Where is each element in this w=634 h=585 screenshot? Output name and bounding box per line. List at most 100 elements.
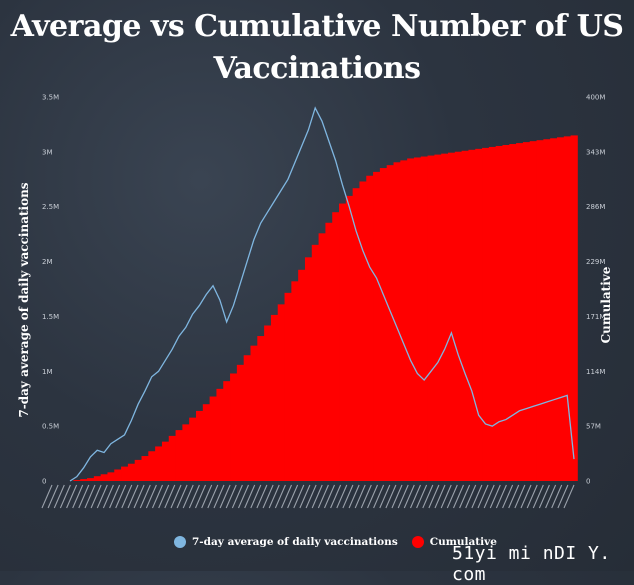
cumulative-bar: [121, 466, 129, 481]
x-tick-mark: [330, 484, 342, 509]
x-tick-mark: [158, 484, 170, 509]
cumulative-bar: [311, 244, 319, 481]
x-tick-mark: [139, 484, 151, 509]
x-tick-mark: [109, 484, 121, 509]
x-tick-mark: [188, 484, 200, 509]
cumulative-bar: [202, 404, 211, 481]
cumulative-bar: [161, 441, 170, 481]
x-tick-mark: [428, 484, 440, 509]
left-tick-label: 0.5M: [42, 423, 59, 431]
left-tick-label: 3.5M: [42, 94, 59, 102]
x-tick-mark: [440, 484, 452, 509]
x-tick-mark: [256, 484, 268, 509]
cumulative-bar: [516, 143, 524, 481]
left-tick-label: 2M: [42, 258, 53, 266]
cumulative-bar: [291, 281, 299, 481]
right-tick-label: 343M: [586, 148, 605, 156]
cumulative-bars: [73, 135, 578, 482]
cumulative-bar: [495, 145, 503, 481]
legend-label-average: 7-day average of daily vaccinations: [192, 536, 398, 548]
x-tick-mark: [452, 484, 465, 509]
x-tick-mark: [465, 484, 477, 509]
x-tick-mark: [391, 484, 403, 509]
cumulative-bar: [223, 381, 231, 481]
x-tick-mark: [385, 484, 397, 509]
x-tick-mark: [53, 484, 65, 509]
cumulative-bar: [488, 146, 497, 482]
cumulative-bar: [563, 136, 571, 482]
cumulative-bar: [427, 155, 435, 481]
left-tick-label: 0: [42, 478, 46, 486]
cumulative-bar: [454, 151, 463, 481]
cumulative-bar: [189, 417, 197, 481]
x-tick-mark: [551, 484, 563, 509]
cumulative-bar: [127, 463, 136, 481]
cumulative-bar: [448, 152, 456, 481]
x-tick-mark: [268, 484, 280, 509]
x-tick-mark: [311, 484, 323, 509]
cumulative-bar: [529, 141, 537, 481]
x-tick-mark: [526, 484, 538, 509]
x-tick-mark: [244, 484, 256, 509]
x-tick-mark: [151, 484, 164, 509]
x-tick-mark: [225, 484, 237, 509]
cumulative-bar: [475, 148, 483, 481]
cumulative-bar: [441, 153, 449, 481]
cumulative-bar: [345, 195, 354, 481]
x-tick-mark: [477, 484, 489, 509]
x-tick-mark: [366, 484, 379, 509]
x-tick-mark: [201, 484, 213, 509]
cumulative-bar: [270, 314, 279, 481]
cumulative-bar: [209, 396, 217, 481]
cumulative-bar: [509, 144, 517, 482]
x-tick-mark: [545, 484, 557, 509]
x-tick-mark: [563, 484, 575, 509]
cumulative-bar: [461, 150, 469, 481]
cumulative-bar: [148, 451, 156, 481]
daily-average-line: [69, 106, 575, 482]
cumulative-bar: [407, 158, 415, 481]
cumulative-bar: [570, 135, 578, 481]
x-tick-mark: [483, 484, 495, 509]
x-tick-mark: [72, 484, 84, 509]
right-tick-label: 114M: [586, 368, 605, 376]
x-tick-mark: [471, 484, 483, 509]
x-tick-mark: [102, 484, 114, 509]
x-tick-mark: [495, 484, 507, 509]
x-tick-mark: [78, 484, 90, 509]
cumulative-bar: [243, 355, 251, 481]
cumulative-bar: [80, 479, 88, 481]
chart-title-text: Average vs Cumulative Number of US Vacci…: [10, 9, 624, 86]
cumulative-bar: [318, 233, 326, 481]
x-tick-mark: [379, 484, 391, 509]
x-tick-mark: [66, 484, 78, 509]
cumulative-bar: [257, 336, 265, 481]
x-tick-mark: [213, 484, 225, 509]
x-tick-mark: [170, 484, 182, 509]
legend-dot-cumulative: [411, 536, 424, 548]
cumulative-bar: [536, 140, 544, 481]
x-tick-mark: [299, 484, 311, 509]
cumulative-bar: [434, 154, 442, 481]
x-tick-mark: [274, 484, 286, 509]
cumulative-bar: [550, 138, 558, 481]
x-tick-mark: [176, 484, 188, 509]
right-tick-label: 286M: [586, 203, 605, 211]
cumulative-bar: [196, 410, 204, 481]
cumulative-bar: [400, 160, 408, 482]
x-tick-mark: [317, 484, 329, 509]
cumulative-bar: [502, 145, 510, 481]
chart-area: 0 0.5M 1M 1.5M 2M 2.5M 3M 3.5M 0 57M 114M 171M 229M…: [17, 94, 613, 509]
cumulative-bar: [332, 212, 340, 481]
x-tick-mark: [293, 484, 305, 509]
chart-title: Average vs Cumulative Number of US Vacci…: [0, 6, 634, 90]
cumulative-bar: [230, 373, 238, 481]
cumulative-bar: [87, 478, 95, 481]
x-tick-mark: [182, 484, 194, 509]
left-axis-ticks: 0 0.5M 1M 1.5M 2M 2.5M 3M 3.5M: [42, 94, 59, 486]
cumulative-bar: [236, 364, 245, 481]
legend-dot-average: [174, 536, 186, 548]
x-tick-mark: [115, 484, 127, 509]
cumulative-bar: [393, 162, 401, 481]
x-tick-mark: [532, 484, 544, 509]
